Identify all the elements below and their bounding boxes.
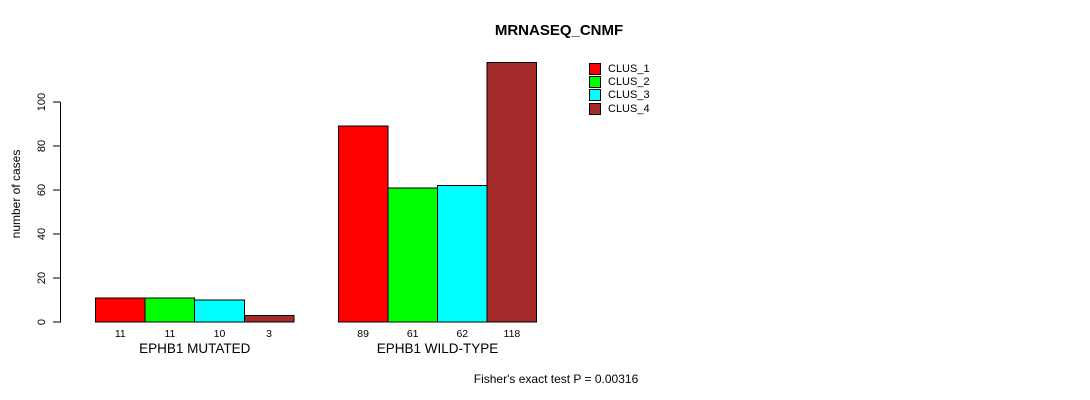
bar-value-label-clus-4-ephb1-mutated: 3 <box>266 328 272 340</box>
bar-clus-2-ephb1-mutated <box>144 297 196 323</box>
group-label-ephb1-wild-type: EPHB1 WILD-TYPE <box>377 341 499 356</box>
group-label-ephb1-mutated: EPHB1 MUTATED <box>139 341 251 356</box>
legend-swatch-clus-3 <box>589 89 601 102</box>
legend-item-clus-1: CLUS_1 <box>589 62 650 75</box>
bar-value-label-clus-1-ephb1-wild-type: 89 <box>357 328 369 340</box>
legend-item-clus-2: CLUS_2 <box>589 75 650 89</box>
y-tick-label-40: 40 <box>36 228 48 240</box>
y-tick-label-20: 20 <box>36 272 48 284</box>
legend-label-clus-3: CLUS_3 <box>608 89 650 102</box>
legend-swatch-clus-1 <box>589 62 601 75</box>
legend-label-clus-2: CLUS_2 <box>608 76 650 89</box>
bar-value-label-clus-3-ephb1-wild-type: 62 <box>456 328 468 340</box>
bar-clus-4-ephb1-wild-type <box>486 61 538 323</box>
y-tick-label-100: 100 <box>36 93 48 111</box>
bar-clus-4-ephb1-mutated <box>243 314 295 323</box>
bar-clus-1-ephb1-mutated <box>95 297 146 323</box>
y-tick-label-60: 60 <box>36 184 48 196</box>
fisher-test-annotation: Fisher's exact test P = 0.00316 <box>473 372 639 386</box>
bar-clus-3-ephb1-mutated <box>194 299 245 323</box>
bar-clus-2-ephb1-wild-type <box>387 187 438 323</box>
legend: CLUS_1 CLUS_2 CLUS_3 CLUS_4 <box>589 62 650 116</box>
legend-swatch-clus-4 <box>589 102 601 115</box>
bar-value-label-clus-2-ephb1-wild-type: 61 <box>407 328 419 340</box>
chart-title: MRNASEQ_CNMF <box>494 22 624 39</box>
bar-value-label-clus-3-ephb1-mutated: 10 <box>214 328 226 340</box>
bar-value-label-clus-2-ephb1-mutated: 11 <box>164 328 175 340</box>
bar-clus-3-ephb1-wild-type <box>437 185 488 323</box>
legend-item-clus-4: CLUS_4 <box>589 102 650 115</box>
y-tick-label-80: 80 <box>36 140 48 152</box>
legend-item-clus-3: CLUS_3 <box>589 89 650 102</box>
bar-value-label-clus-4-ephb1-wild-type: 118 <box>504 328 521 340</box>
bar-clus-1-ephb1-wild-type <box>337 125 389 323</box>
y-tick-label-0: 0 <box>36 319 48 325</box>
legend-label-clus-1: CLUS_1 <box>608 62 650 75</box>
legend-label-clus-4: CLUS_4 <box>608 102 650 115</box>
bar-value-label-clus-1-ephb1-mutated: 11 <box>115 328 126 340</box>
legend-swatch-clus-2 <box>589 76 601 89</box>
